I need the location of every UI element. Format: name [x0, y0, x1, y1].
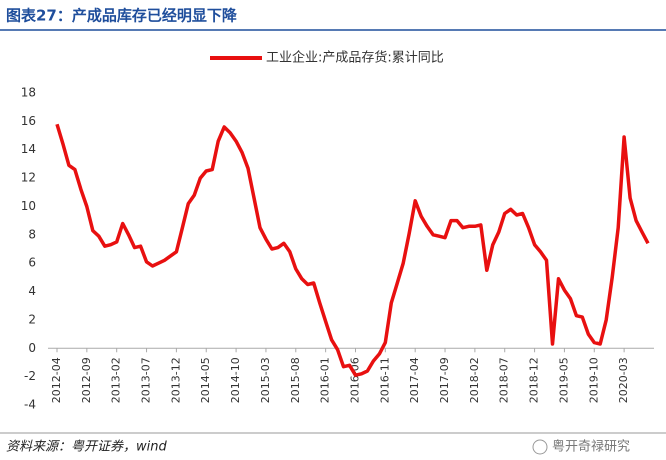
- x-tick-label: 2017-09: [438, 357, 451, 403]
- x-tick-label: 2019-05: [557, 357, 570, 403]
- watermark: 粤开奇禄研究: [552, 439, 630, 455]
- y-tick-label: -2: [24, 369, 36, 383]
- x-tick-label: 2016-01: [319, 357, 332, 403]
- x-tick-label: 2014-10: [229, 357, 242, 403]
- x-tick-label: 2013-07: [140, 357, 153, 403]
- y-tick-label: 12: [21, 171, 36, 185]
- x-tick-label: 2014-05: [199, 357, 212, 403]
- series-line: [55, 123, 650, 377]
- x-tick-label: 2015-08: [289, 357, 302, 403]
- y-tick-label: 8: [28, 227, 36, 241]
- chart-title: 图表27：产成品库存已经明显下降: [6, 7, 238, 25]
- y-tick-label: -4: [24, 398, 36, 412]
- y-tick-label: 4: [28, 284, 36, 298]
- x-tick-label: 2018-07: [498, 357, 511, 403]
- x-tick-label: 2016-11: [378, 357, 391, 403]
- y-tick-label: 18: [21, 86, 36, 100]
- x-tick-label: 2018-12: [528, 357, 541, 403]
- watermark-icon: [532, 439, 548, 455]
- x-tick-label: 2013-02: [110, 357, 123, 403]
- y-tick-label: 2: [28, 312, 36, 326]
- y-tick-label: 6: [28, 256, 36, 270]
- legend-label: 工业企业:产成品存货:累计同比: [266, 50, 444, 66]
- y-tick-label: 10: [21, 199, 36, 213]
- x-tick-label: 2020-03: [617, 357, 630, 403]
- x-tick-label: 2015-03: [259, 357, 272, 403]
- x-tick-label: 2013-12: [169, 357, 182, 403]
- x-tick-label: 2012-04: [50, 357, 63, 403]
- x-tick-label: 2018-02: [468, 357, 481, 403]
- source: 资料来源：粤开证券，wind: [6, 439, 167, 455]
- x-tick-label: 2017-04: [408, 357, 421, 403]
- y-tick-label: 14: [21, 142, 36, 156]
- x-tick-label: 2012-09: [80, 357, 93, 403]
- y-tick-label: 0: [28, 341, 36, 355]
- y-tick-label: 16: [21, 114, 36, 128]
- x-tick-label: 2019-10: [587, 357, 600, 403]
